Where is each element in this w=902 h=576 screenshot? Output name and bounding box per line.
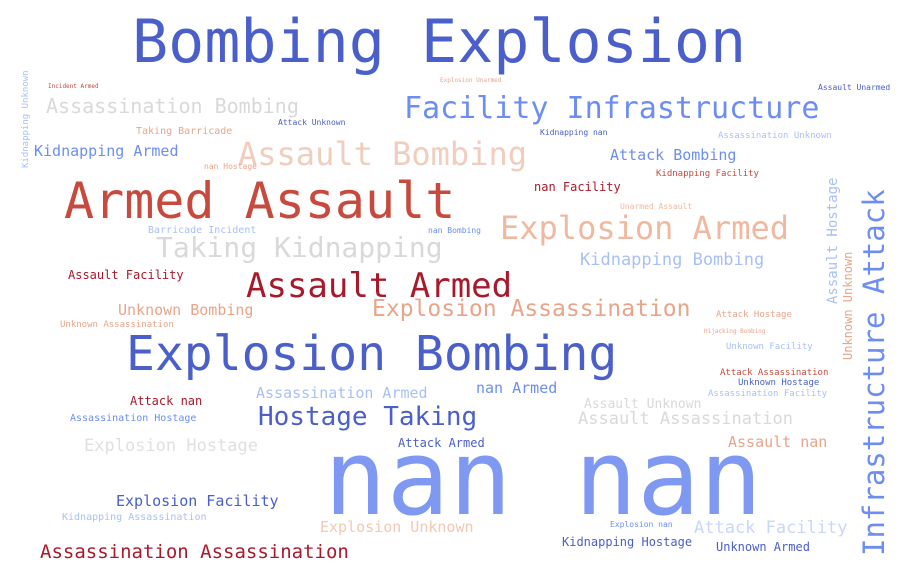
word-explosion-assassination: Explosion Assassination bbox=[372, 296, 691, 322]
word-facility-infrastructure: Facility Infrastructure bbox=[404, 91, 820, 126]
word-assassination-facility: Assassination Facility bbox=[708, 389, 828, 399]
word-attack-unknown: Attack Unknown bbox=[278, 118, 346, 127]
word-taking-barricade: Taking Barricade bbox=[136, 126, 233, 137]
word-kidnapping-armed: Kidnapping Armed bbox=[34, 142, 179, 160]
word-assassination-bombing: Assassination Bombing bbox=[46, 94, 299, 118]
word-explosion-hostage: Explosion Hostage bbox=[84, 436, 258, 456]
word-attack-armed: Attack Armed bbox=[398, 436, 485, 450]
word-explosion-nan: Explosion nan bbox=[610, 520, 673, 529]
word-kidnapping-bombing: Kidnapping Bombing bbox=[580, 250, 765, 270]
word-barricade-incident: Barricade Incident bbox=[148, 225, 257, 236]
word-kidnapping-nan: Kidnapping nan bbox=[540, 128, 608, 137]
word-nan-bombing: nan Bombing bbox=[428, 226, 481, 235]
word-unknown-assassination: Unknown Assassination bbox=[60, 320, 174, 330]
word-attack-assassination: Attack Assassination bbox=[720, 368, 829, 378]
word-nan-hostage: nan Hostage bbox=[204, 162, 257, 171]
word-explosion-bombing: Explosion Bombing bbox=[126, 326, 618, 382]
word-unknown-unknown: Unknown Unknown bbox=[841, 251, 855, 360]
word-unknown-facility: Unknown Facility bbox=[726, 342, 813, 352]
word-explosion-unarmed: Explosion Unarmed bbox=[440, 77, 502, 84]
word-nan-facility: nan Facility bbox=[534, 180, 621, 194]
word-explosion-unknown: Explosion Unknown bbox=[320, 518, 474, 536]
word-unknown-hostage: Unknown Hostage bbox=[738, 378, 820, 388]
word-assault-armed: Assault Armed bbox=[246, 266, 513, 306]
word-assault-assassination: Assault Assassination bbox=[578, 409, 793, 429]
word-taking-kidnapping: Taking Kidnapping bbox=[156, 231, 443, 264]
word-attack-hostage: Attack Hostage bbox=[716, 310, 792, 320]
word-hijacking-bombing: Hijacking Bombing bbox=[704, 328, 766, 335]
word-infrastructure-attack: Infrastructure Attack bbox=[857, 189, 891, 556]
word-assault-nan: Assault nan bbox=[728, 433, 828, 451]
word-assault-bombing: Assault Bombing bbox=[238, 135, 527, 173]
word-unknown-armed: Unknown Armed bbox=[716, 540, 810, 554]
word-explosion-armed: Explosion Armed bbox=[500, 209, 789, 247]
word-explosion-facility: Explosion Facility bbox=[116, 492, 279, 510]
word-attack-facility: Attack Facility bbox=[694, 518, 848, 538]
word-attack-nan: Attack nan bbox=[130, 394, 203, 408]
word-bombing-explosion: Bombing Explosion bbox=[132, 7, 747, 77]
word-hostage-taking: Hostage Taking bbox=[258, 402, 478, 432]
word-incident-armed: Incident Armed bbox=[48, 83, 99, 90]
word-unknown-bombing: Unknown Bombing bbox=[118, 301, 254, 319]
word-unarmed-assault: Unarmed Assault bbox=[620, 202, 693, 211]
word-assassination-armed: Assassination Armed bbox=[256, 384, 428, 402]
word-assault-unknown: Assault Unknown bbox=[584, 397, 702, 412]
word-kidnapping-assassination: Kidnapping Assassination bbox=[62, 512, 207, 523]
word-attack-bombing: Attack Bombing bbox=[610, 146, 737, 164]
word-assassination-hostage: Assassination Hostage bbox=[70, 413, 197, 424]
word-assault-hostage: Assault Hostage bbox=[825, 177, 841, 304]
word-assassination-assassination: Assassination Assassination bbox=[40, 541, 349, 563]
word-kidnapping-unknown: Kidnapping Unknown bbox=[21, 70, 31, 168]
word-assault-unarmed: Assault Unarmed bbox=[818, 83, 891, 92]
word-assassination-unknown: Assassination Unknown bbox=[718, 131, 832, 141]
word-nan-armed: nan Armed bbox=[476, 379, 558, 397]
word-kidnapping-hostage: Kidnapping Hostage bbox=[562, 535, 693, 549]
word-assault-facility: Assault Facility bbox=[68, 268, 184, 282]
word-nan-nan: nan nan bbox=[324, 417, 763, 539]
word-armed-assault: Armed Assault bbox=[64, 172, 456, 230]
word-kidnapping-facility: Kidnapping Facility bbox=[656, 169, 759, 179]
